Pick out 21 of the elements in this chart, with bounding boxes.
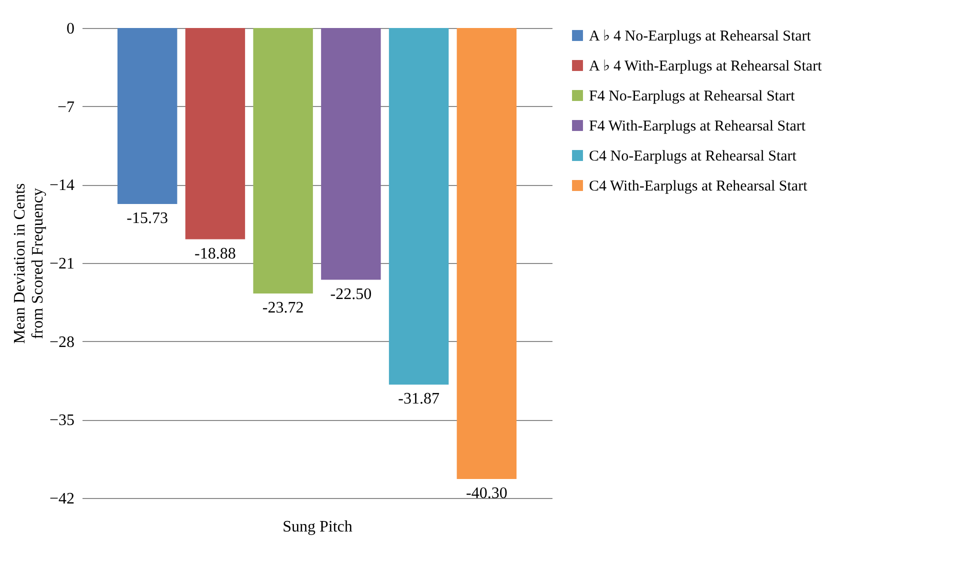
x-axis-title: Sung Pitch — [282, 518, 352, 536]
y-axis-title: Mean Deviation in Cents from Scored Frequency — [11, 183, 46, 344]
data-label: -22.50 — [330, 286, 372, 303]
legend-label: A ♭ 4 No-Earplugs at Rehearsal Start — [589, 28, 812, 44]
y-tick-label: −35 — [49, 412, 74, 430]
y-tick-label: −7 — [57, 98, 74, 116]
y-tick-label: −21 — [49, 256, 74, 272]
y-tick-label: −28 — [49, 334, 74, 351]
data-label: -23.72 — [262, 299, 304, 316]
legend-label: C4 With-Earplugs at Rehearsal Start — [589, 178, 808, 194]
data-label: -40.30 — [466, 484, 508, 502]
data-label: -31.87 — [398, 390, 440, 408]
legend-label: A ♭ 4 With-Earplugs at Rehearsal Start — [589, 58, 823, 74]
data-label: -18.88 — [194, 245, 236, 262]
legend-label: C4 No-Earplugs at Rehearsal Start — [589, 148, 798, 164]
legend-label: F4 No-Earplugs at Rehearsal Start — [589, 88, 796, 104]
data-label: -15.73 — [126, 210, 168, 228]
legend-label: F4 With-Earplugs at Rehearsal Start — [589, 118, 806, 134]
y-tick-label: −14 — [49, 177, 74, 194]
y-tick-label: 0 — [66, 20, 74, 38]
y-tick-label: −42 — [49, 490, 74, 508]
